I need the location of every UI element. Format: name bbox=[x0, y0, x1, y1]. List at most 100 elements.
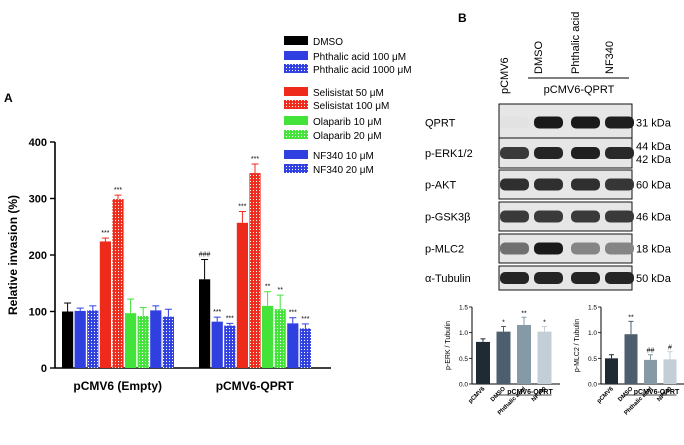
significance-label: *** bbox=[251, 156, 259, 163]
kda-label: 50 kDa bbox=[636, 273, 672, 285]
y-tick-label: 100 bbox=[29, 307, 47, 319]
protein-label: p-GSK3β bbox=[425, 212, 470, 224]
bar bbox=[162, 316, 174, 368]
blot-band bbox=[534, 210, 563, 223]
significance-label: * bbox=[502, 320, 505, 327]
y-tick-label: 400 bbox=[29, 137, 47, 149]
group-label: pCMV6-QPRT bbox=[634, 389, 680, 396]
bar bbox=[87, 310, 99, 368]
bar bbox=[224, 325, 236, 368]
bar bbox=[236, 222, 248, 368]
lane-label: pCMV6 bbox=[499, 57, 511, 94]
category-label: pCMV6 bbox=[468, 386, 487, 405]
blot-band bbox=[605, 147, 634, 159]
category-label: pCMV6 (Empty) bbox=[73, 379, 162, 393]
bar bbox=[125, 313, 137, 368]
blot-band bbox=[571, 242, 600, 255]
blot-band bbox=[571, 147, 600, 159]
significance-label: ## bbox=[647, 348, 655, 355]
protein-label: QPRT bbox=[425, 118, 456, 130]
panel-label-b: B bbox=[458, 11, 467, 25]
y-tick-label: 0.5 bbox=[588, 356, 597, 363]
kda-label: 44 kDa 42 kDa bbox=[636, 141, 672, 166]
blot-band bbox=[605, 272, 634, 284]
y-tick-label: 200 bbox=[29, 250, 47, 262]
category-label: DMSO bbox=[490, 386, 507, 403]
bar bbox=[74, 310, 86, 368]
bar bbox=[299, 328, 311, 368]
kda-label: 46 kDa bbox=[636, 212, 672, 224]
significance-label: # bbox=[668, 345, 672, 352]
bar bbox=[274, 309, 286, 368]
blot-band bbox=[571, 116, 600, 129]
legend-label: Phthalic acid 100 μM bbox=[313, 52, 406, 63]
legend-label: Phthalic acid 1000 μM bbox=[313, 65, 412, 76]
lane-label: Phthalic acid bbox=[570, 12, 582, 74]
legend-label: Selisistat 50 μM bbox=[313, 88, 384, 99]
bar bbox=[287, 323, 299, 368]
significance-label: ### bbox=[199, 252, 211, 259]
blot-band bbox=[500, 178, 529, 191]
panel-label-a: A bbox=[4, 91, 13, 105]
significance-label: *** bbox=[289, 310, 297, 317]
bar bbox=[663, 359, 677, 384]
y-tick-label: 1.0 bbox=[588, 330, 597, 337]
significance-label: *** bbox=[213, 309, 221, 316]
bar bbox=[112, 199, 124, 368]
blot-band bbox=[605, 210, 634, 223]
blot-band bbox=[571, 178, 600, 191]
legend-swatch bbox=[284, 130, 308, 139]
protein-label: α-Tubulin bbox=[425, 273, 471, 285]
blot-band bbox=[500, 210, 529, 223]
blot-band bbox=[500, 116, 529, 129]
blot-band bbox=[534, 116, 563, 129]
blot-band bbox=[534, 147, 563, 159]
blot-band bbox=[605, 178, 634, 191]
y-tick-label: 0.0 bbox=[588, 382, 597, 389]
legend: DMSO Phthalic acid 100 μM Phthalic acid 10… bbox=[284, 36, 412, 176]
bar bbox=[624, 334, 638, 384]
kda-label: 31 kDa bbox=[636, 118, 672, 130]
protein-label: p-ERK1/2 bbox=[425, 148, 473, 160]
y-axis-label: p-ERK / Tubulin bbox=[445, 321, 452, 370]
legend-label: NF340 20 μM bbox=[313, 165, 374, 176]
significance-label: ** bbox=[265, 284, 271, 291]
protein-label: p-AKT bbox=[425, 180, 456, 192]
bar bbox=[150, 310, 162, 368]
legend-label: Selisistat 100 μM bbox=[313, 101, 389, 112]
western-blot: pCMV6 DMSO Phthalic acid NF340 pCMV6-QPRT QPR… bbox=[425, 12, 672, 291]
blot-band bbox=[534, 272, 563, 284]
perk-bar-chart: 0.00.51.01.5p-ERK / TubulinpCMV6*DMSO**P… bbox=[445, 305, 560, 417]
y-tick-label: 1.5 bbox=[588, 305, 597, 312]
bar bbox=[262, 305, 274, 368]
legend-swatch bbox=[284, 164, 308, 173]
protein-label: p-MLC2 bbox=[425, 244, 464, 256]
significance-label: ** bbox=[521, 310, 527, 317]
blot-band bbox=[605, 242, 634, 255]
legend-label: Olaparib 10 μM bbox=[313, 117, 382, 128]
bar bbox=[211, 321, 223, 368]
bar bbox=[496, 331, 511, 384]
kda-line: 42 kDa bbox=[636, 154, 672, 166]
kda-line: 44 kDa bbox=[636, 141, 672, 153]
category-label: pCMV6 bbox=[596, 386, 615, 405]
significance-label: *** bbox=[238, 203, 246, 210]
pmlc2-bar-chart: 0.0 0.5 1.0 1.5 p-MLC2 / Tubulin pCMV6 ** DMSO #… bbox=[574, 305, 684, 417]
y-axis-label: p-MLC2 / Tubulin bbox=[574, 319, 581, 372]
blot-band bbox=[500, 272, 529, 284]
category-label: pCMV6-QPRT bbox=[216, 379, 295, 393]
y-tick-label: 1.0 bbox=[459, 330, 468, 337]
significance-label: *** bbox=[114, 187, 122, 194]
group-label: pCMV6-QPRT bbox=[507, 389, 553, 396]
bar bbox=[476, 341, 490, 384]
blot-band bbox=[534, 178, 563, 191]
blot-band bbox=[534, 242, 563, 255]
significance-label: ** bbox=[628, 314, 634, 321]
bar bbox=[137, 316, 149, 368]
y-tick-label: 1.5 bbox=[459, 305, 468, 312]
significance-label: *** bbox=[101, 230, 109, 237]
y-tick-label: 0.5 bbox=[459, 356, 468, 363]
lane-label: DMSO bbox=[533, 41, 545, 74]
bar bbox=[517, 324, 531, 384]
legend-swatch bbox=[284, 36, 308, 45]
